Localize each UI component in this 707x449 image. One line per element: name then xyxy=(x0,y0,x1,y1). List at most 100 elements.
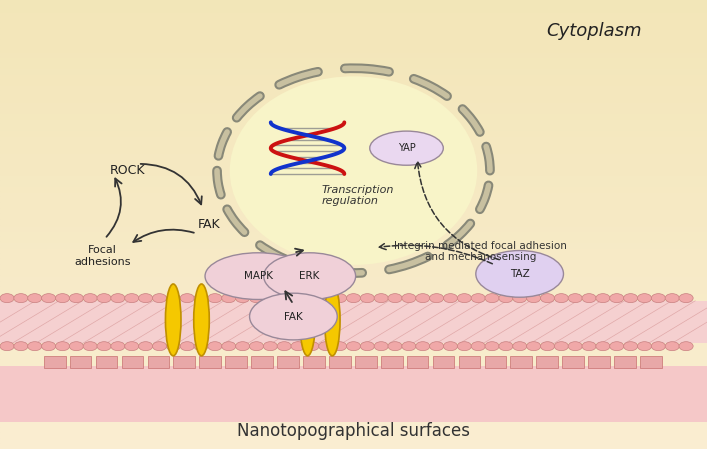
Bar xyxy=(0,146,707,152)
Bar xyxy=(0,252,707,258)
Bar xyxy=(0,123,707,129)
Bar xyxy=(0,79,707,84)
Bar xyxy=(0,118,707,123)
Bar xyxy=(0,51,707,56)
Circle shape xyxy=(609,342,624,351)
Circle shape xyxy=(277,294,291,303)
Circle shape xyxy=(263,294,277,303)
Bar xyxy=(407,356,428,368)
Ellipse shape xyxy=(300,284,315,356)
Bar xyxy=(0,365,707,370)
Circle shape xyxy=(499,294,513,303)
Circle shape xyxy=(679,294,693,303)
Circle shape xyxy=(166,342,180,351)
Bar xyxy=(0,399,707,404)
Circle shape xyxy=(305,294,319,303)
Text: MAPK: MAPK xyxy=(243,271,273,281)
Bar xyxy=(0,129,707,135)
Circle shape xyxy=(513,342,527,351)
Circle shape xyxy=(374,342,388,351)
Circle shape xyxy=(665,294,679,303)
Bar xyxy=(0,337,707,343)
Text: FAK: FAK xyxy=(197,218,220,231)
Circle shape xyxy=(153,342,167,351)
Circle shape xyxy=(97,294,111,303)
Circle shape xyxy=(250,294,264,303)
Circle shape xyxy=(319,294,333,303)
Text: FAK: FAK xyxy=(284,312,303,321)
Bar xyxy=(251,356,273,368)
Circle shape xyxy=(638,294,652,303)
Bar xyxy=(0,11,707,17)
Circle shape xyxy=(332,342,346,351)
Circle shape xyxy=(305,342,319,351)
Circle shape xyxy=(69,294,83,303)
Circle shape xyxy=(402,342,416,351)
Bar xyxy=(0,301,707,343)
Ellipse shape xyxy=(194,284,209,356)
Circle shape xyxy=(180,342,194,351)
Circle shape xyxy=(111,294,125,303)
Bar xyxy=(0,45,707,51)
Circle shape xyxy=(222,294,236,303)
Bar xyxy=(0,84,707,90)
Circle shape xyxy=(443,342,457,351)
Circle shape xyxy=(235,342,250,351)
Bar xyxy=(0,354,707,359)
Bar xyxy=(0,22,707,28)
Bar xyxy=(0,444,707,449)
Circle shape xyxy=(222,342,236,351)
Bar xyxy=(0,393,707,399)
Bar xyxy=(484,356,506,368)
Bar xyxy=(381,356,402,368)
Circle shape xyxy=(457,294,472,303)
Text: Focal
adhesions: Focal adhesions xyxy=(74,245,131,267)
Circle shape xyxy=(568,342,583,351)
Bar xyxy=(0,202,707,207)
Circle shape xyxy=(596,294,610,303)
Bar xyxy=(614,356,636,368)
Circle shape xyxy=(42,294,56,303)
Bar xyxy=(0,101,707,107)
Bar xyxy=(0,163,707,168)
Bar xyxy=(0,326,707,331)
Bar xyxy=(95,356,117,368)
Circle shape xyxy=(69,342,83,351)
Bar xyxy=(0,207,707,213)
Bar xyxy=(0,247,707,252)
Bar xyxy=(0,34,707,40)
Circle shape xyxy=(471,294,485,303)
Bar xyxy=(0,168,707,174)
Circle shape xyxy=(416,342,430,351)
Circle shape xyxy=(139,342,153,351)
Circle shape xyxy=(332,294,346,303)
Bar xyxy=(0,197,707,202)
Bar xyxy=(0,427,707,432)
Bar xyxy=(0,438,707,444)
Bar xyxy=(0,180,707,185)
Bar xyxy=(0,140,707,146)
Bar xyxy=(0,40,707,45)
Circle shape xyxy=(97,342,111,351)
Ellipse shape xyxy=(370,131,443,165)
Bar xyxy=(0,107,707,112)
Bar xyxy=(303,356,325,368)
Circle shape xyxy=(208,342,222,351)
Circle shape xyxy=(291,342,305,351)
Bar xyxy=(0,112,707,118)
Bar xyxy=(0,359,707,365)
Bar xyxy=(0,404,707,409)
Circle shape xyxy=(485,294,499,303)
Bar xyxy=(0,224,707,230)
Bar xyxy=(0,230,707,236)
Bar xyxy=(0,432,707,438)
Bar xyxy=(0,409,707,415)
Circle shape xyxy=(624,342,638,351)
Circle shape xyxy=(554,342,568,351)
Bar xyxy=(0,269,707,275)
Circle shape xyxy=(42,342,56,351)
Bar xyxy=(148,356,169,368)
Bar xyxy=(588,356,610,368)
Text: Integrin mediated focal adhesion
and mechanosensing: Integrin mediated focal adhesion and mec… xyxy=(395,241,567,262)
Circle shape xyxy=(388,342,402,351)
